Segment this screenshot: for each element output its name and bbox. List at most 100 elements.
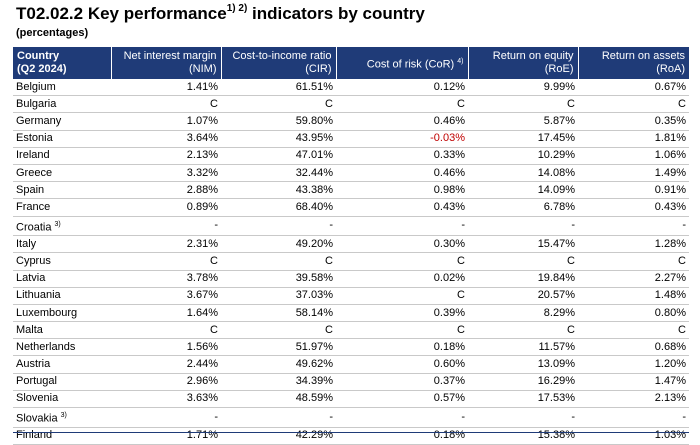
header-roa: Return on assets (RoA) [578, 47, 689, 79]
cell-country: Austria [16, 358, 51, 371]
cell-nim: 3.78% [186, 272, 218, 285]
header-row: Country (Q2 2024) Net interest margin (NIM… [13, 47, 689, 79]
cell-cir: 37.03% [295, 289, 333, 302]
cell-roe: - [571, 410, 575, 423]
cell-roe: C [567, 97, 575, 110]
cell-cor: 0.43% [433, 200, 465, 213]
cell-country: Germany [16, 114, 62, 127]
cell-nim: 1.41% [186, 80, 218, 93]
header-cir: Cost-to-income ratio (CIR) [221, 47, 337, 79]
cell-cor: C [457, 97, 465, 110]
cell-nim: C [210, 97, 218, 110]
cell-roe: 15.47% [537, 237, 575, 250]
cell-cor: 0.60% [433, 358, 465, 371]
cell-roe: 10.29% [537, 149, 575, 162]
table-row: Latvia 3.78% 39.58% 0.02% 19.84% 2.27% [13, 270, 689, 288]
header-cor: Cost of risk (CoR) 4) [336, 47, 469, 79]
table-row: Cyprus C C C C C [13, 253, 689, 271]
cell-cir: 43.38% [295, 183, 333, 196]
cell-country: Latvia [16, 272, 46, 285]
cell-country: Cyprus [16, 254, 51, 267]
header-nim: Net interest margin (NIM) [111, 47, 222, 79]
cell-cor: 0.46% [433, 166, 465, 179]
cell-cor: 0.57% [433, 392, 465, 405]
table-row: Malta C C C C C [13, 322, 689, 339]
cell-cor: 0.46% [433, 114, 465, 127]
table-row: Belgium 1.41% 61.51% 0.12% 9.99% 0.67% [13, 79, 689, 96]
cell-roe: 5.87% [543, 114, 575, 127]
cell-country: Spain [16, 183, 45, 196]
table-row: Spain 2.88% 43.38% 0.98% 14.09% 0.91% [13, 182, 689, 199]
cell-nim: 2.44% [186, 358, 218, 371]
cell-cor: C [457, 323, 465, 336]
table-row: Estonia 3.64% 43.95% -0.03% 17.45% 1.81% [13, 130, 689, 148]
cell-nim: 3.63% [186, 392, 218, 405]
cell-cor: - [461, 219, 465, 232]
cell-nim: 1.56% [186, 340, 218, 353]
table-row: Netherlands 1.56% 51.97% 0.18% 11.57% 0.68% [13, 339, 689, 356]
cell-country: Malta [16, 323, 43, 336]
cell-roa: 0.35% [654, 114, 686, 127]
cell-country: Greece [16, 166, 53, 179]
cell-country: Portugal [16, 375, 57, 388]
cell-roa: C [678, 323, 686, 336]
table-body: Belgium 1.41% 61.51% 0.12% 9.99% 0.67% Bulgari… [13, 79, 689, 445]
cell-roa: 0.68% [654, 340, 686, 353]
table-row: Slovakia 3) - - - - - [13, 408, 689, 428]
cell-nim: C [210, 323, 218, 336]
cell-roa: C [678, 97, 686, 110]
cell-cor: 0.33% [433, 149, 465, 162]
cell-roe: 15.38% [537, 429, 575, 442]
cell-cor: 0.39% [433, 306, 465, 319]
cell-cir: C [325, 97, 333, 110]
table-row: France 0.89% 68.40% 0.43% 6.78% 0.43% [13, 199, 689, 216]
cell-roa: 0.67% [654, 80, 686, 93]
cell-cor: 0.02% [433, 272, 465, 285]
cell-roe: 9.99% [543, 80, 575, 93]
table-row: Luxembourg 1.64% 58.14% 0.39% 8.29% 0.80% [13, 304, 689, 322]
cell-country: Netherlands [16, 340, 76, 353]
cell-roa: 1.06% [654, 149, 686, 162]
title-footnote-ref: 1) 2) [226, 3, 248, 15]
cell-country: Finland [16, 429, 53, 442]
cell-roe: 19.84% [537, 272, 575, 285]
cell-roe: C [567, 323, 575, 336]
table-row: Greece 3.32% 32.44% 0.46% 14.08% 1.49% [13, 164, 689, 182]
cell-nim: 3.32% [186, 166, 218, 179]
table-row: Germany 1.07% 59.80% 0.46% 5.87% 0.35% [13, 113, 689, 131]
cell-country: Slovakia 3) [16, 412, 67, 425]
cell-country: Italy [16, 237, 37, 250]
cell-cir: 68.40% [295, 200, 333, 213]
cell-country: Slovenia [16, 392, 59, 405]
cell-country: Croatia 3) [16, 220, 61, 234]
cell-nim: 3.64% [186, 132, 218, 145]
cell-cir: 39.58% [295, 272, 333, 285]
table-title: T02.02.2 Key performance1) 2) indicators… [16, 3, 425, 23]
cell-country: Luxembourg [16, 306, 78, 319]
cell-roa: 1.49% [654, 166, 686, 179]
table-row: Italy 2.31% 49.20% 0.30% 15.47% 1.28% [13, 236, 689, 253]
cell-cir: 51.97% [295, 340, 333, 353]
table-row: Ireland 2.13% 47.01% 0.33% 10.29% 1.06% [13, 147, 689, 165]
cell-cor: C [457, 289, 465, 302]
kpi-document: T02.02.2 Key performance1) 2) indicators… [13, 3, 689, 445]
cell-cor: 0.37% [433, 375, 465, 388]
cell-country: Bulgaria [16, 97, 57, 110]
cell-cir: C [325, 323, 333, 336]
cell-roa: 0.91% [654, 183, 686, 196]
cell-roa: 1.47% [654, 375, 686, 388]
cell-cir: C [325, 254, 333, 267]
table-subtitle: (percentages) [16, 27, 89, 39]
cell-roa: 0.80% [654, 306, 686, 319]
cell-roa: 1.03% [654, 429, 686, 442]
cell-roe: 17.45% [537, 132, 575, 145]
cell-roa: 1.20% [654, 358, 686, 371]
cell-nim: 2.96% [186, 375, 218, 388]
cell-roe: 8.29% [543, 306, 575, 319]
cell-nim: 2.13% [186, 149, 218, 162]
cell-nim: 2.88% [186, 183, 218, 196]
cell-roe: 17.53% [537, 392, 575, 405]
cell-cir: - [329, 410, 333, 423]
table-row: Portugal 2.96% 34.39% 0.37% 16.29% 1.47% [13, 373, 689, 391]
cell-cor: - [461, 410, 465, 423]
